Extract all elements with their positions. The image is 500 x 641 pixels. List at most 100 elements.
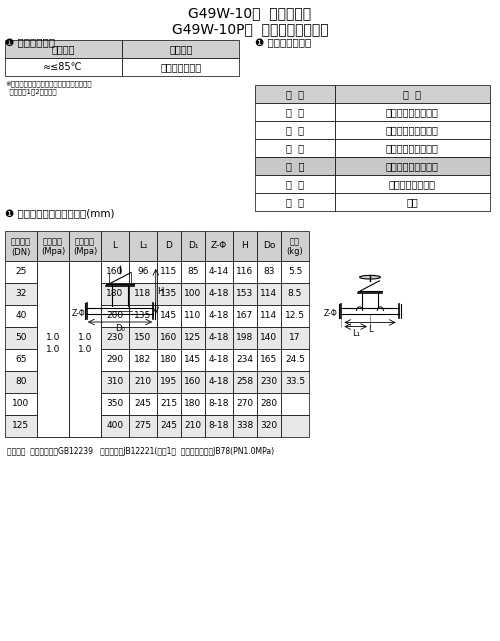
FancyBboxPatch shape [69,231,101,261]
Text: 180: 180 [106,290,124,299]
Text: 160: 160 [106,267,124,276]
FancyBboxPatch shape [157,261,181,283]
Text: 工作压力: 工作压力 [75,237,95,246]
FancyBboxPatch shape [335,139,490,157]
FancyBboxPatch shape [69,371,101,393]
Text: 请参照表1、2进行选择: 请参照表1、2进行选择 [5,88,57,96]
Text: 天然胶、丁基胶等: 天然胶、丁基胶等 [388,179,436,189]
Text: 材  料: 材 料 [403,89,421,99]
FancyBboxPatch shape [257,371,281,393]
Text: ≈≤85℃: ≈≤85℃ [43,62,83,72]
FancyBboxPatch shape [205,231,233,261]
Text: 阀  瓣: 阀 瓣 [286,143,304,153]
FancyBboxPatch shape [69,349,101,371]
FancyBboxPatch shape [205,327,233,349]
FancyBboxPatch shape [69,393,101,415]
FancyBboxPatch shape [205,415,233,437]
Text: 铸钢、铸铁、不锈钢: 铸钢、铸铁、不锈钢 [386,143,438,153]
Text: ❶ 主要外形尺寸和连接尺寸(mm): ❶ 主要外形尺寸和连接尺寸(mm) [5,208,114,218]
Text: 33.5: 33.5 [285,378,305,387]
Text: 1.0: 1.0 [78,333,92,342]
FancyBboxPatch shape [5,393,37,415]
FancyBboxPatch shape [5,371,37,393]
Text: 210: 210 [184,422,202,431]
FancyBboxPatch shape [257,261,281,283]
Text: 12.5: 12.5 [285,312,305,320]
Text: 116: 116 [236,267,254,276]
Text: G49W-10P型  不锈钢三通隔膜阀: G49W-10P型 不锈钢三通隔膜阀 [172,22,328,36]
FancyBboxPatch shape [157,231,181,261]
Text: 245: 245 [160,422,178,431]
FancyBboxPatch shape [157,327,181,349]
FancyBboxPatch shape [205,393,233,415]
Text: D₀: D₀ [115,324,125,333]
FancyBboxPatch shape [69,327,101,349]
FancyBboxPatch shape [129,327,157,349]
Text: 17: 17 [289,333,301,342]
FancyBboxPatch shape [281,393,309,415]
FancyBboxPatch shape [181,327,205,349]
FancyBboxPatch shape [233,305,257,327]
FancyBboxPatch shape [233,327,257,349]
Text: 153: 153 [236,290,254,299]
Text: 135: 135 [160,290,178,299]
Text: 8.5: 8.5 [288,290,302,299]
FancyBboxPatch shape [255,121,335,139]
FancyBboxPatch shape [181,371,205,393]
FancyBboxPatch shape [335,103,490,121]
FancyBboxPatch shape [122,40,239,58]
Text: 280: 280 [260,399,278,408]
Text: 400: 400 [106,422,124,431]
Text: 350: 350 [106,399,124,408]
FancyBboxPatch shape [69,261,101,437]
FancyBboxPatch shape [37,261,69,283]
FancyBboxPatch shape [69,283,101,305]
FancyBboxPatch shape [281,261,309,283]
FancyBboxPatch shape [69,305,101,327]
FancyBboxPatch shape [233,371,257,393]
Text: 32: 32 [16,290,26,299]
FancyBboxPatch shape [205,371,233,393]
Text: 114: 114 [260,312,278,320]
FancyBboxPatch shape [233,415,257,437]
Text: 4-18: 4-18 [209,333,229,342]
FancyBboxPatch shape [257,283,281,305]
FancyBboxPatch shape [37,305,69,327]
Text: (kg): (kg) [286,247,304,256]
Text: ※此为我厂基型产品适用温度，如有不同要求: ※此为我厂基型产品适用温度，如有不同要求 [5,81,92,87]
FancyBboxPatch shape [255,139,335,157]
FancyBboxPatch shape [181,231,205,261]
Text: 275: 275 [134,422,152,431]
Text: 114: 114 [260,290,278,299]
Text: H: H [158,287,164,296]
FancyBboxPatch shape [281,371,309,393]
Text: 4-18: 4-18 [209,312,229,320]
FancyBboxPatch shape [281,327,309,349]
Text: 25: 25 [16,267,26,276]
FancyBboxPatch shape [5,40,122,58]
FancyBboxPatch shape [335,157,490,175]
FancyBboxPatch shape [37,349,69,371]
Text: 258: 258 [236,378,254,387]
FancyBboxPatch shape [257,327,281,349]
Text: 160: 160 [160,333,178,342]
FancyBboxPatch shape [233,393,257,415]
Text: 隔  膜: 隔 膜 [286,179,304,189]
FancyBboxPatch shape [257,415,281,437]
Text: 1.0: 1.0 [78,344,92,353]
Text: 135: 135 [134,312,152,320]
Text: 125: 125 [184,333,202,342]
FancyBboxPatch shape [205,305,233,327]
FancyBboxPatch shape [101,283,129,305]
FancyBboxPatch shape [101,327,129,349]
FancyBboxPatch shape [5,305,37,327]
Text: L: L [112,242,117,251]
FancyBboxPatch shape [233,261,257,283]
FancyBboxPatch shape [101,393,129,415]
FancyBboxPatch shape [181,261,205,283]
Text: 150: 150 [134,333,152,342]
Text: 83: 83 [263,267,275,276]
Text: L₁: L₁ [352,329,360,338]
FancyBboxPatch shape [5,261,37,283]
FancyBboxPatch shape [157,349,181,371]
